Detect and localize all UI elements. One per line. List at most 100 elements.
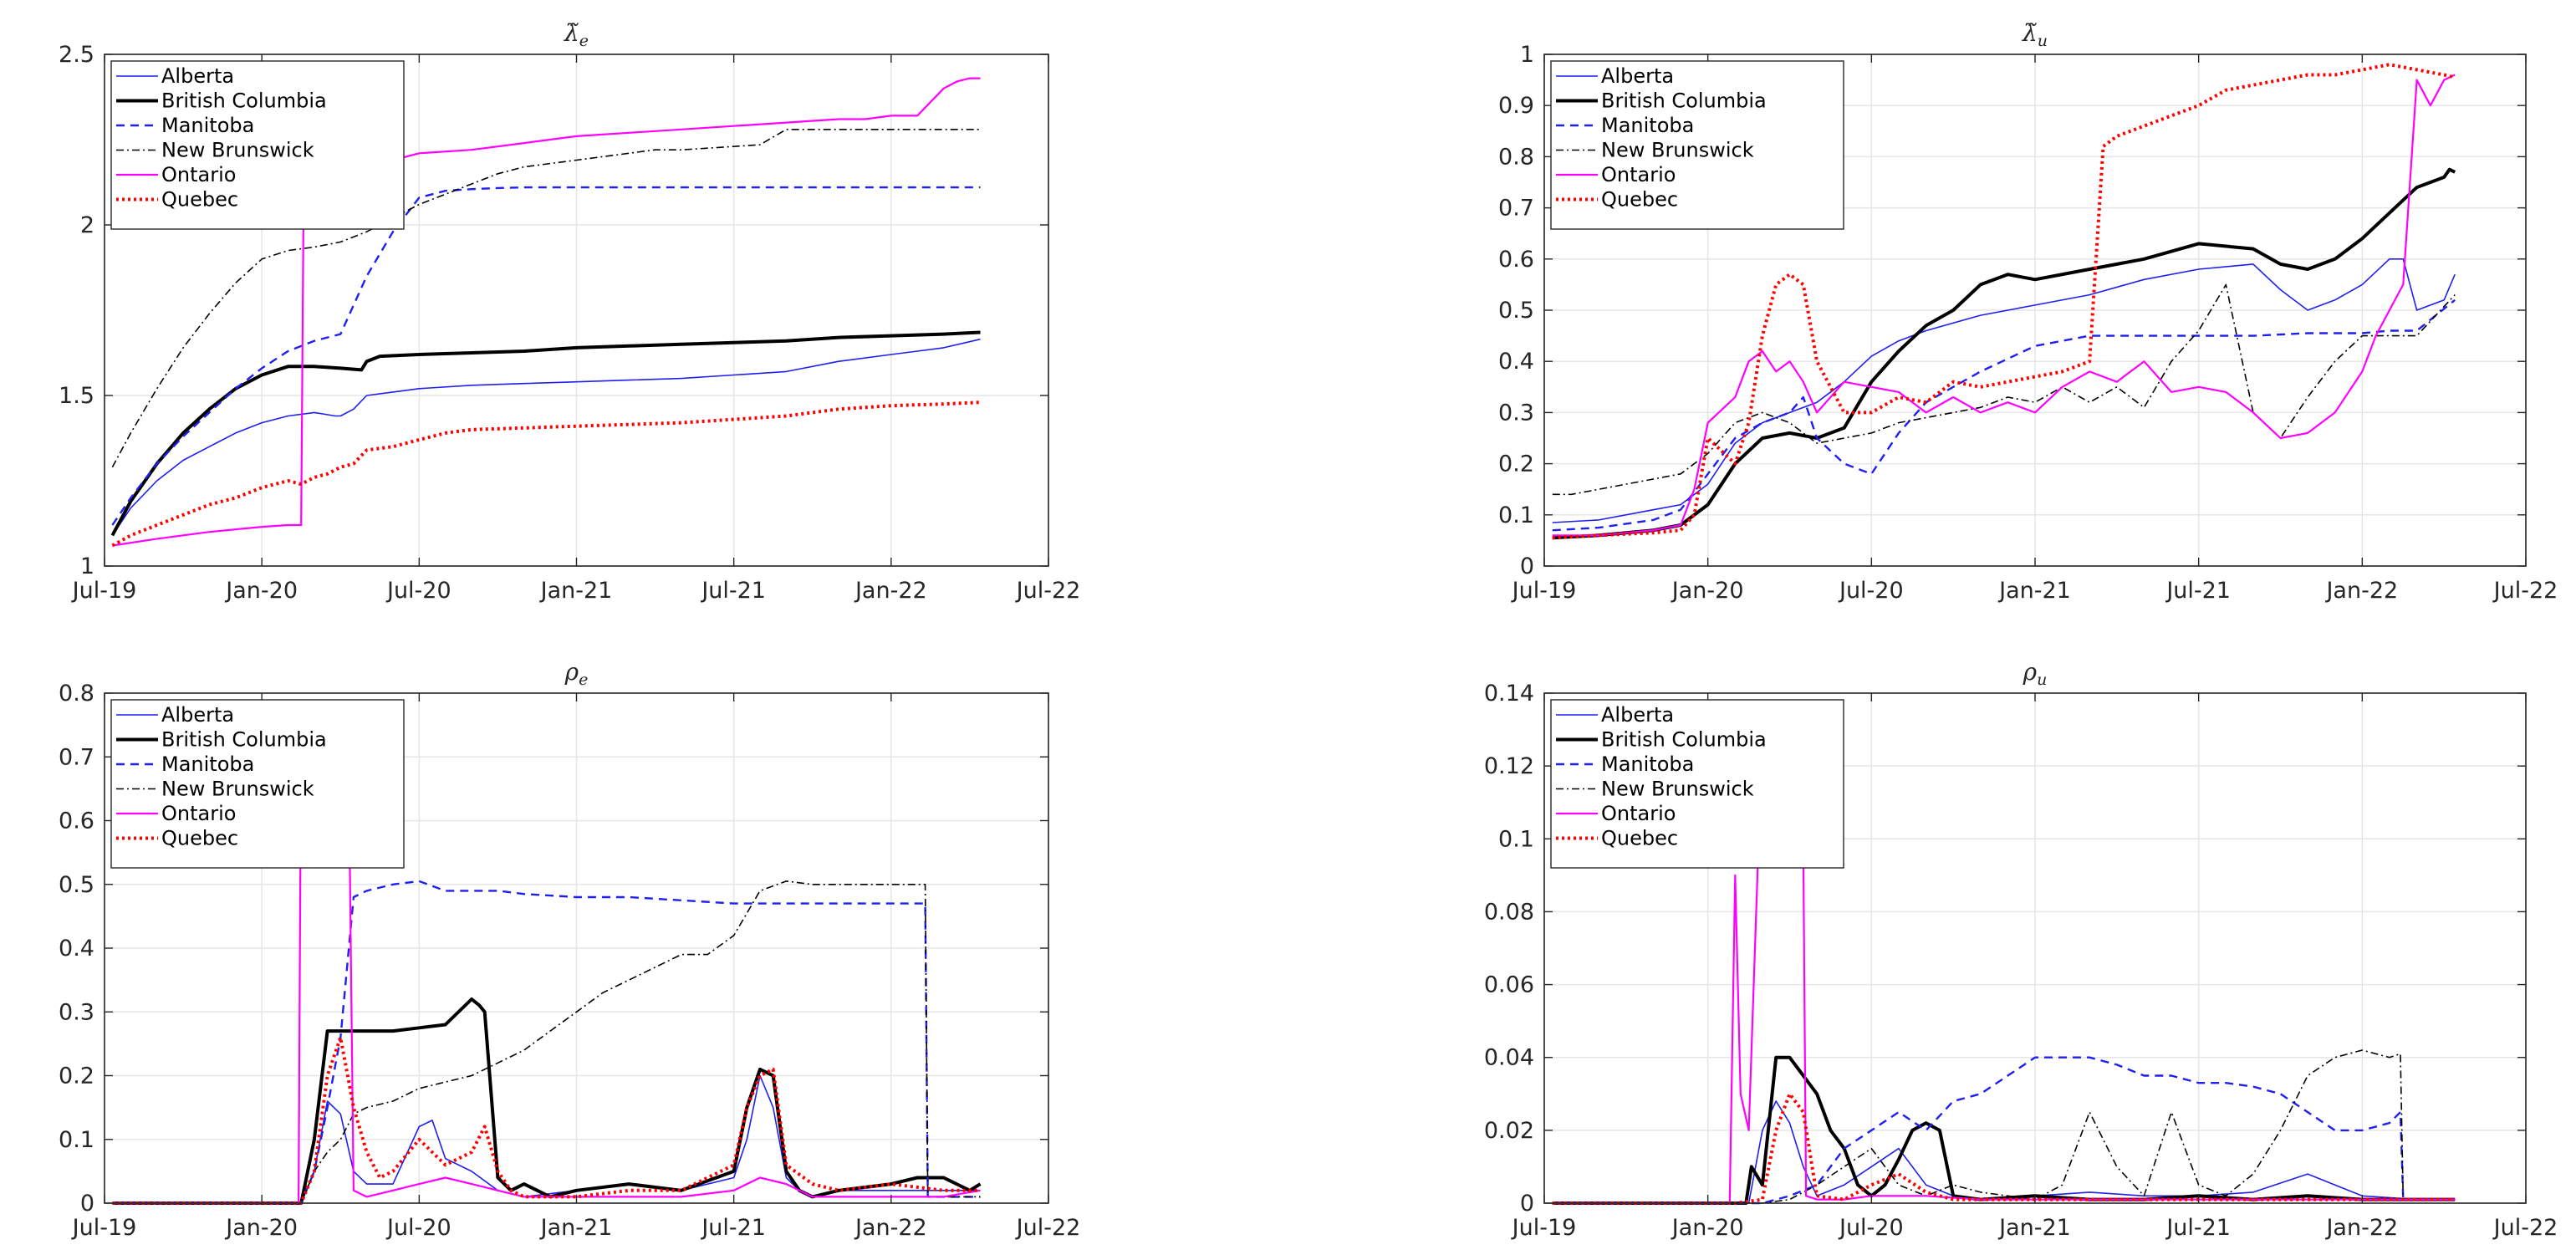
legend-label-quebec: Quebec <box>1601 827 1678 850</box>
x-tick-label: Jul-20 <box>1838 578 1904 604</box>
x-tick-label: Jul-20 <box>385 1215 451 1241</box>
y-tick-label: 0.8 <box>59 681 94 707</box>
legend-label-alberta: Alberta <box>161 64 234 88</box>
x-tick-label: Jan-20 <box>1671 1215 1744 1241</box>
series-line-ontario <box>1552 74 2456 537</box>
legend-label-british-columbia: British Columbia <box>1601 89 1767 113</box>
legend-label-quebec: Quebec <box>161 188 238 212</box>
legend-label-alberta: Alberta <box>1601 64 1674 88</box>
legend-label-manitoba: Manitoba <box>161 114 254 137</box>
y-tick-label: 0.5 <box>1498 298 1534 324</box>
x-tick-label: Jul-19 <box>71 1215 137 1241</box>
chart-title: ρu <box>2023 658 2048 689</box>
chart-title: ρe <box>564 658 589 689</box>
y-tick-label: 0.3 <box>1498 400 1534 426</box>
legend-label-alberta: Alberta <box>161 703 234 727</box>
y-tick-label: 0.3 <box>59 999 94 1025</box>
legend-label-british-columbia: British Columbia <box>1601 728 1767 752</box>
legend-label-ontario: Ontario <box>161 163 236 186</box>
x-tick-label: Jul-22 <box>2492 1215 2558 1241</box>
legend-label-new-brunswick: New Brunswick <box>161 139 314 162</box>
x-tick-label: Jan-20 <box>224 578 298 604</box>
series-line-new-brunswick <box>1552 283 2456 496</box>
y-tick-label: 0.6 <box>59 809 94 834</box>
series-line-british-columbia <box>1552 1055 2456 1205</box>
y-tick-label: 0.4 <box>59 936 94 962</box>
series-line-manitoba <box>112 880 981 1205</box>
series-line-quebec <box>1552 63 2456 540</box>
x-tick-label: Jan-20 <box>1671 578 1744 604</box>
subplots: 1 1.5 2 2.5 Jul-19 Jan-20 Jul-20 Jan-21 Jul-21 Ja… <box>59 19 2558 1241</box>
y-tick-label: 0.1 <box>1498 826 1534 852</box>
x-tick-label: Jul-20 <box>1838 1215 1904 1241</box>
x-tick-label: Jan-21 <box>1997 1215 2071 1241</box>
x-tick-label: Jul-21 <box>2165 1215 2231 1241</box>
x-tick-label: Jan-21 <box>539 578 613 604</box>
y-tick-label: 0 <box>80 1191 94 1217</box>
x-tick-label: Jan-22 <box>854 578 927 604</box>
legend-label-ontario: Ontario <box>1601 802 1676 825</box>
series-line-new-brunswick <box>111 129 981 468</box>
x-tick-label: Jul-21 <box>2165 578 2231 604</box>
y-tick-label: 0.06 <box>1484 972 1534 998</box>
y-tick-label: 0.1 <box>1498 503 1534 528</box>
x-tick-label: Jul-19 <box>1511 578 1577 604</box>
y-tick-label: 0.12 <box>1484 753 1534 779</box>
x-tick-label: Jan-22 <box>2324 578 2398 604</box>
x-tick-label: Jul-21 <box>700 1215 766 1241</box>
y-tick-label: 0.1 <box>59 1127 94 1153</box>
series-line-new-brunswick <box>1552 1049 2456 1204</box>
x-tick-label: Jan-20 <box>224 1215 298 1241</box>
series-line-quebec <box>112 1035 981 1205</box>
x-tick-label: Jul-22 <box>2492 578 2558 604</box>
x-tick-label: Jul-20 <box>385 578 451 604</box>
y-tick-label: 0.7 <box>1498 196 1534 222</box>
y-tick-label: 0.2 <box>59 1064 94 1089</box>
series-group <box>1552 63 2456 540</box>
chart-panel-2: 0 0.1 0.2 0.3 0.4 0.5 0.6 0.7 0.8 0.9 1 Jul-19 Jan-2… <box>1498 19 2558 604</box>
legend-label-alberta: Alberta <box>1601 703 1674 727</box>
series-line-manitoba <box>111 186 981 526</box>
series-line-british-columbia <box>110 330 981 537</box>
series-group <box>112 717 982 1205</box>
legend-label-quebec: Quebec <box>1601 188 1678 212</box>
y-tick-label: 1 <box>1520 42 1534 68</box>
legend-box <box>110 699 405 869</box>
legend-label-manitoba: Manitoba <box>161 752 254 776</box>
y-tick-label: 2.5 <box>59 42 94 68</box>
y-tick-label: 0.14 <box>1484 681 1534 707</box>
legend-box <box>110 60 405 230</box>
legend-label-new-brunswick: New Brunswick <box>161 778 314 801</box>
legend-label-ontario: Ontario <box>161 802 236 825</box>
series-line-alberta <box>111 338 981 536</box>
series-group <box>110 77 981 548</box>
x-tick-label: Jan-21 <box>539 1215 613 1241</box>
x-tick-label: Jul-19 <box>71 578 137 604</box>
series-line-british-columbia <box>1552 167 2456 540</box>
x-tick-label: Jan-21 <box>1997 578 2071 604</box>
legend-label-manitoba: Manitoba <box>1601 752 1694 776</box>
series-line-ontario <box>1552 728 2456 1205</box>
series-line-alberta <box>1552 258 2456 523</box>
series-group <box>1552 728 2456 1205</box>
series-line-manitoba <box>1552 1056 2456 1205</box>
y-tick-label: 0.04 <box>1484 1045 1534 1071</box>
x-tick-label: Jul-19 <box>1511 1215 1577 1241</box>
y-tick-label: 0.6 <box>1498 247 1534 273</box>
legend-label-new-brunswick: New Brunswick <box>1601 778 1754 801</box>
series-line-ontario <box>112 77 981 547</box>
x-tick-label: Jan-22 <box>2324 1215 2398 1241</box>
x-tick-label: Jul-21 <box>700 578 766 604</box>
legend-label-quebec: Quebec <box>161 827 238 850</box>
x-tick-label: Jan-22 <box>854 1215 927 1241</box>
chart-panel-1: 1 1.5 2 2.5 Jul-19 Jan-20 Jul-20 Jan-21 Jul-21 Ja… <box>59 19 1080 604</box>
legend-label-british-columbia: British Columbia <box>161 728 327 752</box>
legend-label-ontario: Ontario <box>1601 163 1676 186</box>
x-tick-label: Jul-22 <box>1015 578 1081 604</box>
chart-title: λ̃e <box>564 19 589 50</box>
y-tick-label: 1.5 <box>59 383 94 409</box>
x-tick-label: Jul-22 <box>1015 1215 1081 1241</box>
